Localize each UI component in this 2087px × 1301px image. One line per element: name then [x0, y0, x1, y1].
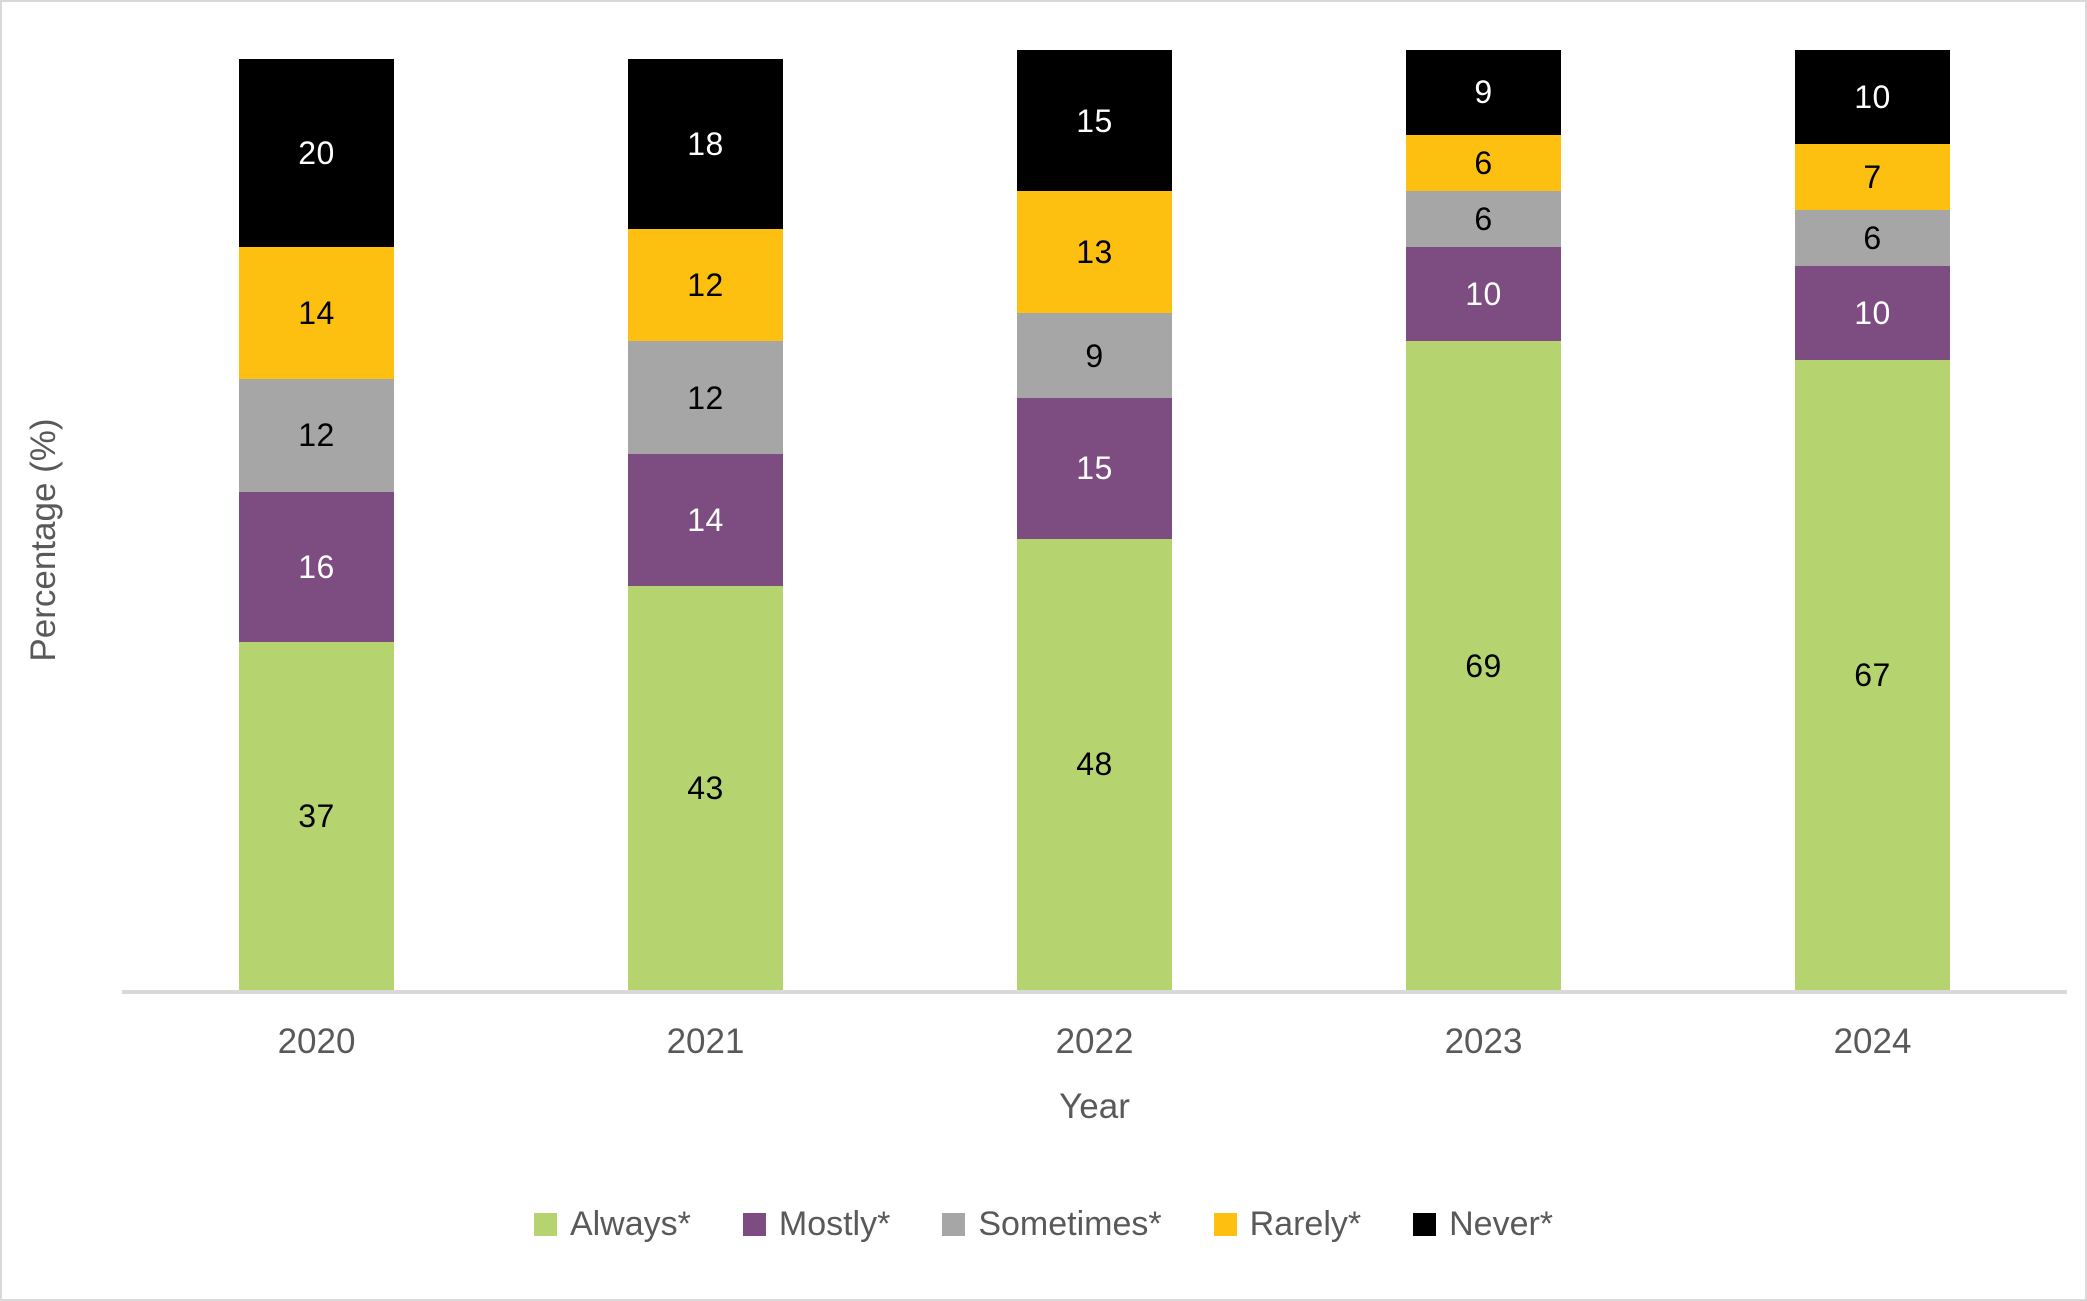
stacked-bar-2020: 37 16 12 14 20: [239, 59, 394, 990]
bar-value-label: 10: [1854, 79, 1891, 116]
bar-segment-rarely-2020: 14: [239, 247, 394, 380]
bar-value-label: 12: [687, 267, 724, 304]
bar-segment-always-2024: 67: [1795, 360, 1950, 990]
bar-value-label: 13: [1076, 234, 1113, 271]
bar-value-label: 6: [1474, 144, 1493, 181]
bar-segment-never-2024: 10: [1795, 50, 1950, 145]
x-tick-label-2021: 2021: [666, 1022, 745, 1061]
bar-value-label: 12: [298, 417, 335, 454]
bar-value-label: 67: [1854, 657, 1891, 694]
y-axis-title: Percentage (%): [24, 418, 63, 662]
legend-swatch-icon: [1413, 1212, 1437, 1236]
legend-item-sometimes: Sometimes*: [942, 1205, 1162, 1243]
legend-swatch-icon: [533, 1212, 557, 1236]
bar-value-label: 15: [1076, 102, 1113, 139]
stacked-bar-2022: 48 15 9 13 15: [1017, 50, 1172, 990]
legend-swatch-icon: [942, 1212, 966, 1236]
bar-segment-sometimes-2021: 12: [628, 341, 783, 455]
stacked-bar-2024: 67 10 6 7 10: [1795, 50, 1950, 990]
bar-group-2023: 69 10 6 6 9: [1289, 50, 1678, 990]
stacked-bar-2023: 69 10 6 6 9: [1406, 50, 1561, 990]
bar-segment-mostly-2024: 10: [1795, 266, 1950, 361]
x-tick-label-2024: 2024: [1833, 1022, 1912, 1061]
x-tick-label-2022: 2022: [1055, 1022, 1134, 1061]
bar-value-label: 37: [298, 798, 335, 835]
bar-value-label: 18: [687, 126, 724, 163]
legend-item-rarely: Rarely*: [1213, 1205, 1362, 1243]
bar-value-label: 12: [687, 379, 724, 416]
bar-group-2024: 67 10 6 7 10: [1678, 50, 2067, 990]
bar-value-label: 14: [687, 502, 724, 539]
x-tick-label-2023: 2023: [1444, 1022, 1523, 1061]
bar-segment-sometimes-2024: 6: [1795, 209, 1950, 267]
legend-item-always: Always*: [533, 1205, 691, 1243]
bar-value-label: 10: [1854, 295, 1891, 332]
legend-label: Mostly*: [778, 1205, 891, 1243]
bar-segment-always-2020: 37: [239, 642, 394, 990]
legend-label: Sometimes*: [978, 1205, 1162, 1243]
bar-value-label: 43: [687, 769, 724, 806]
legend-item-mostly: Mostly*: [742, 1205, 891, 1243]
stacked-bar-2021: 43 14 12 12 18: [628, 59, 783, 990]
plot-area: 37 16 12 14 20 43 14 12 12 18 48 15 9 13 15 69 10 6 6 9 67 10…: [122, 50, 2067, 994]
bar-value-label: 9: [1085, 337, 1104, 374]
bar-value-label: 9: [1474, 74, 1493, 111]
legend-swatch-icon: [1213, 1212, 1237, 1236]
bar-value-label: 7: [1863, 158, 1882, 195]
bar-value-label: 69: [1465, 647, 1502, 684]
legend-label: Never*: [1449, 1205, 1554, 1243]
bar-value-label: 6: [1474, 201, 1493, 238]
bar-segment-mostly-2021: 14: [628, 454, 783, 586]
bar-segment-never-2021: 18: [628, 59, 783, 229]
bar-value-label: 20: [298, 135, 335, 172]
bar-segment-mostly-2022: 15: [1017, 397, 1172, 539]
bar-segment-sometimes-2022: 9: [1017, 313, 1172, 398]
bar-segment-always-2021: 43: [628, 585, 783, 990]
bar-segment-mostly-2023: 10: [1406, 247, 1561, 342]
bar-segment-never-2022: 15: [1017, 50, 1172, 192]
bar-value-label: 48: [1076, 746, 1113, 783]
bar-segment-never-2023: 9: [1406, 50, 1561, 135]
x-axis-ticks: 2020 2021 2022 2023 2024: [122, 1022, 2067, 1062]
bar-value-label: 14: [298, 295, 335, 332]
bar-group-2020: 37 16 12 14 20: [122, 50, 511, 990]
bar-group-2021: 43 14 12 12 18: [511, 50, 900, 990]
legend-item-never: Never*: [1413, 1207, 1553, 1241]
bar-segment-sometimes-2020: 12: [239, 379, 394, 492]
bar-value-label: 10: [1465, 276, 1502, 313]
legend-label: Always*: [569, 1205, 691, 1243]
bar-segment-rarely-2024: 7: [1795, 144, 1950, 210]
bar-segment-always-2023: 69: [1406, 341, 1561, 990]
legend-swatch-icon: [742, 1212, 766, 1236]
bar-segment-rarely-2023: 6: [1406, 134, 1561, 192]
bar-group-2022: 48 15 9 13 15: [900, 50, 1289, 990]
bar-segment-always-2022: 48: [1017, 538, 1172, 990]
bar-segment-rarely-2022: 13: [1017, 191, 1172, 314]
bar-segment-rarely-2021: 12: [628, 228, 783, 342]
bar-segment-sometimes-2023: 6: [1406, 191, 1561, 248]
legend-label: Rarely*: [1249, 1205, 1362, 1243]
bar-value-label: 16: [298, 549, 335, 585]
x-axis-title: Year: [1059, 1087, 1130, 1126]
bar-segment-mostly-2020: 16: [239, 491, 394, 643]
bar-value-label: 6: [1863, 220, 1882, 256]
bar-value-label: 15: [1076, 450, 1113, 487]
chart-legend: Always* Mostly* Sometimes* Rarely* Never*: [2, 1207, 2085, 1241]
bar-segment-never-2020: 20: [239, 59, 394, 248]
x-tick-label-2020: 2020: [277, 1022, 356, 1061]
